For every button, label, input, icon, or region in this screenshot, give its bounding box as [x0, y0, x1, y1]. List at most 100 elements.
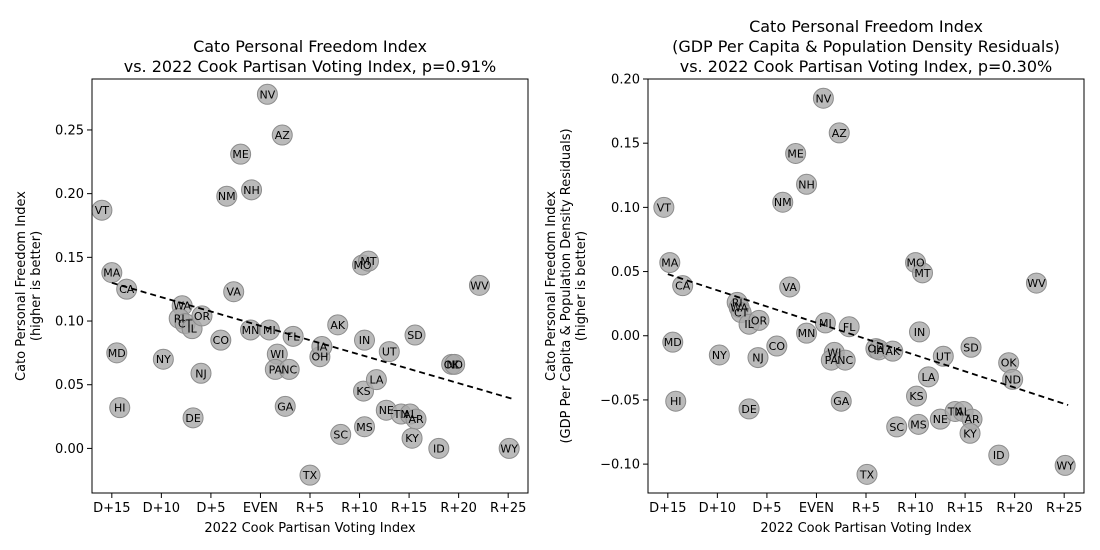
point-label-nj: NJ: [195, 367, 206, 380]
data-point-sd: [404, 324, 426, 346]
point-label-ar: AR: [964, 413, 980, 426]
point-label-ct: CT: [734, 307, 749, 320]
point-label-al: AL: [403, 408, 418, 421]
point-label-fl: FL: [287, 330, 300, 343]
data-point-ma: [659, 252, 681, 274]
point-label-mo: MO: [906, 257, 924, 270]
data-point-ky: [401, 427, 423, 449]
point-label-nm: NM: [218, 190, 236, 203]
point-label-md: MD: [108, 347, 126, 360]
trend-line: [667, 273, 1069, 406]
point-label-ia: IA: [873, 344, 884, 357]
y-axis-label: Cato Personal Freedom Index: [544, 191, 559, 381]
trend-line: [111, 281, 513, 400]
y-tick-label: 0.00: [611, 329, 640, 344]
data-point-mn: [796, 322, 818, 344]
data-point-nv: [256, 83, 278, 105]
data-point-tx: [299, 464, 321, 486]
data-point-wy: [1054, 454, 1076, 476]
chart-right: Cato Personal Freedom Index(GDP Per Capi…: [544, 17, 1085, 536]
point-label-ca: CA: [675, 280, 691, 293]
y-tick-label: 0.00: [55, 442, 84, 457]
point-label-co: CO: [213, 334, 230, 347]
point-label-wy: WY: [1056, 459, 1074, 472]
point-label-va: VA: [783, 281, 798, 294]
chart-title: vs. 2022 Cook Partisan Voting Index, p=0…: [680, 57, 1052, 76]
data-point-me: [785, 142, 807, 164]
y-axis-label: (GDP Per Capita & Population Density Res…: [559, 128, 574, 443]
point-label-ga: GA: [277, 400, 294, 413]
x-tick-label: EVEN: [243, 501, 278, 516]
point-label-ut: UT: [936, 350, 951, 363]
point-label-oh: OH: [311, 351, 328, 364]
point-label-az: AZ: [275, 129, 291, 142]
point-label-wv: WV: [470, 279, 489, 292]
point-label-tn: TN: [393, 408, 409, 421]
x-tick-label: R+10: [897, 501, 933, 516]
data-point-az: [828, 122, 850, 144]
data-point-wv: [468, 274, 490, 296]
y-tick-label: 0.10: [55, 315, 84, 330]
point-label-ri: RI: [732, 296, 743, 309]
point-label-vt: VT: [95, 204, 110, 217]
data-point-nd: [1002, 368, 1024, 390]
data-points: [91, 83, 520, 486]
data-point-co: [766, 335, 788, 357]
point-label-fl: FL: [843, 321, 856, 334]
x-tick-label: R+20: [996, 501, 1032, 516]
point-label-wv: WV: [1027, 277, 1046, 290]
data-point-fl: [282, 325, 304, 347]
point-label-pa: PA: [825, 354, 839, 367]
data-point-ma: [101, 262, 123, 284]
point-label-mn: MN: [242, 324, 260, 337]
point-label-ct: CT: [178, 318, 193, 331]
point-label-sd: SD: [407, 329, 422, 342]
data-point-sd: [960, 336, 982, 358]
point-label-ne: NE: [933, 413, 948, 426]
point-label-sc: SC: [889, 421, 904, 434]
data-point-nd: [444, 353, 466, 375]
point-label-ar: AR: [408, 413, 424, 426]
data-point-hi: [109, 397, 131, 419]
point-label-ia: IA: [317, 341, 328, 354]
point-label-ak: AK: [330, 319, 346, 332]
x-tick-label: D+10: [143, 501, 180, 516]
plot-frame: [91, 78, 529, 494]
point-label-nc: NC: [281, 363, 297, 376]
data-point-co: [210, 329, 232, 351]
data-point-in: [354, 329, 375, 351]
data-point-ak: [327, 314, 349, 336]
data-point-nc: [278, 358, 300, 380]
data-point-id: [428, 437, 450, 459]
point-label-il: IL: [744, 318, 754, 331]
point-label-ok: OK: [1001, 357, 1018, 370]
x-tick-label: R+20: [440, 501, 476, 516]
point-label-ut: UT: [382, 346, 397, 359]
point-label-tx: TX: [302, 469, 318, 482]
point-label-sd: SD: [963, 341, 978, 354]
y-tick-label: −0.10: [600, 458, 640, 473]
point-label-ma: MA: [661, 257, 678, 270]
data-point-ut: [932, 345, 954, 367]
point-label-hi: HI: [670, 395, 682, 408]
x-tick-label: D+5: [196, 501, 225, 516]
x-tick-label: R+15: [947, 501, 983, 516]
x-tick-label: R+10: [341, 501, 377, 516]
point-label-sc: SC: [333, 428, 348, 441]
data-point-ny: [708, 344, 730, 366]
x-axis-label: 2022 Cook Partisan Voting Index: [760, 521, 972, 536]
point-label-ks: KS: [909, 390, 923, 403]
y-tick-label: 0.10: [611, 201, 640, 216]
data-point-ky: [959, 422, 981, 444]
x-axis-label: 2022 Cook Partisan Voting Index: [204, 521, 416, 536]
data-point-tx: [856, 463, 878, 485]
point-label-me: ME: [232, 148, 248, 161]
point-label-nh: NH: [243, 184, 260, 197]
x-tick-label: D+10: [699, 501, 736, 516]
point-label-nv: NV: [260, 88, 276, 101]
point-label-id: ID: [993, 449, 1005, 462]
